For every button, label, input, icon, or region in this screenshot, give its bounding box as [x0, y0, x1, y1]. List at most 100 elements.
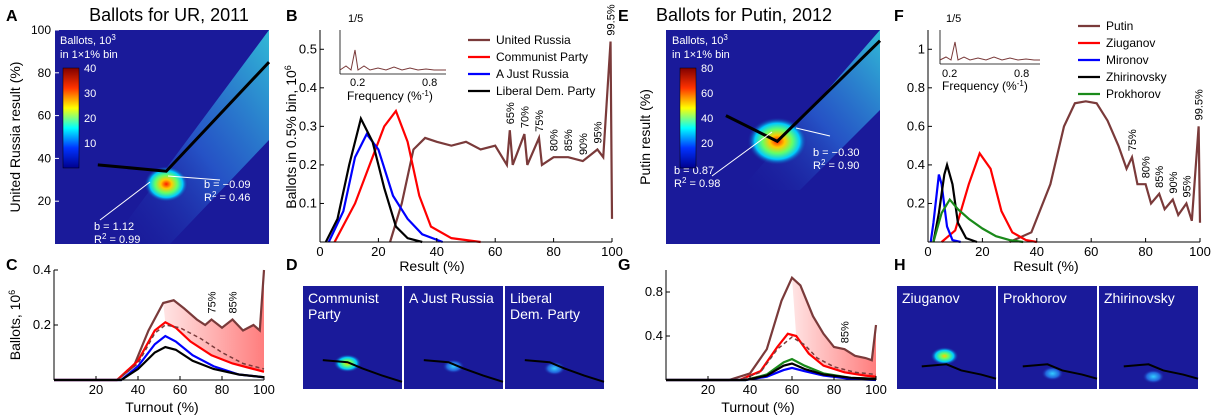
- legend-label: United Russia: [496, 33, 571, 47]
- tile-label-1: Liberal: [510, 290, 552, 306]
- tile-fit-line: [1123, 363, 1199, 380]
- y-tick-label-4: 0.8: [907, 80, 925, 95]
- panel-e-fit-pointer-left: [711, 131, 773, 177]
- x-tick-label-2: 40: [743, 382, 757, 397]
- legend-item-liberal-dem-party: Liberal Dem. Party: [468, 84, 595, 98]
- series-communist-party: [333, 108, 481, 244]
- panel-letters: A B C D E F G H: [6, 8, 906, 274]
- y-tick-label-5: 1: [918, 41, 925, 56]
- annotation-4: 90%: [1168, 171, 1180, 193]
- annotation-7: 95%: [592, 121, 604, 143]
- panel-g-plot: 20 40 60 80 100 0.4 0.8 85%: [645, 270, 887, 397]
- y-tick-label-2: 0.8: [645, 284, 663, 299]
- panel-a-fit-left-b: b = 1.12: [94, 221, 134, 233]
- y-tick-label-1: 20: [38, 194, 52, 208]
- panel-letter-h: H: [894, 257, 906, 274]
- annotation-1: 85%: [840, 321, 852, 343]
- panel-b-inset-spectrum: [339, 49, 446, 71]
- panel-letter-c: C: [6, 257, 18, 274]
- annotation-1: 75%: [207, 291, 219, 313]
- panel-b-inset-tick-1: 0.2: [350, 77, 365, 89]
- tile-label-1: Ziuganov: [902, 290, 960, 306]
- panel-letter-d: D: [286, 257, 298, 274]
- y-tick-label-1: 0.2: [33, 317, 51, 332]
- annotation-1: 65%: [505, 102, 517, 124]
- x-tick-label-4: 80: [827, 382, 841, 397]
- tile-fit-line: [322, 359, 403, 383]
- panel-letter-e: E: [618, 8, 629, 25]
- annotation-5: 85%: [563, 129, 575, 151]
- panel-b-y-label: Ballots in 0.5% bin, 106: [283, 65, 299, 209]
- panel-f-legend: Putin Ziuganov Mironov Zhirinovsky Prokhorov: [1078, 19, 1167, 101]
- tile-density-blob: [543, 361, 566, 376]
- legend-item-communist-party: Communist Party: [468, 50, 588, 64]
- legend-item-ziuganov: Ziuganov: [1078, 36, 1155, 50]
- panel-a-fit-pointer-left: [99, 181, 151, 221]
- annotation-8: 99.5%: [606, 4, 618, 35]
- panel-b-inset-label: 1/5: [348, 13, 363, 25]
- panel-e-title: Ballots for Putin, 2012: [656, 5, 832, 25]
- legend-item-putin: Putin: [1078, 19, 1133, 33]
- legend-label: Putin: [1106, 19, 1133, 33]
- series-ziuganov: [940, 150, 1037, 244]
- x-tick-label-6: 100: [601, 244, 623, 259]
- legend-label: Zhirinovsky: [1106, 70, 1167, 84]
- panel-e-fit-left-r2: R2 = 0.98: [674, 176, 720, 190]
- x-tick-label-5: 80: [546, 244, 560, 259]
- annotation-4: 80%: [549, 129, 561, 151]
- panel-e-fit-pointer-right: [795, 127, 831, 137]
- panel-a-fit-right-b: b = −0.09: [204, 179, 251, 191]
- legend-label: Prokhorov: [1106, 87, 1161, 101]
- annotation-6: 99.5%: [1194, 89, 1206, 120]
- panel-e-colorbar-label-1: Ballots, 103: [672, 33, 728, 47]
- annotation-2: 70%: [519, 106, 531, 128]
- panel-a-colorbar-label-1: Ballots, 103: [60, 33, 116, 47]
- x-tick-label-3: 40: [1030, 244, 1044, 259]
- series-dashed: [54, 324, 265, 381]
- x-tick-label-2: 20: [975, 244, 989, 259]
- panel-b-inset: 1/5 0.2 0.8 Frequency (%-1): [339, 13, 446, 103]
- tile-label-2: Party: [308, 306, 341, 322]
- panel-letter-a: A: [6, 8, 18, 25]
- y-tick-label-4: 0.4: [299, 80, 317, 95]
- y-tick-label-5: 100: [31, 23, 51, 37]
- legend-item-mironov: Mironov: [1078, 53, 1149, 67]
- panel-f-plot: 0 20 40 60 80 100 0.2 0.4 0.6 0.8 1 75%80% 85% 90% 95%…: [907, 30, 1211, 259]
- tile-prokhorov: Prokhorov: [998, 286, 1098, 389]
- tile-fit-line: [1022, 363, 1098, 380]
- annotation-6: 90%: [578, 133, 590, 155]
- y-tick-label-2: 0.2: [299, 157, 317, 172]
- colorbar-tick-4: 40: [84, 63, 96, 75]
- x-tick-label-4: 80: [215, 382, 229, 397]
- tile-density-blob: [1142, 369, 1165, 384]
- panel-e-fit-right-b: b = −0.30: [813, 147, 860, 159]
- panel-a: Ballots for UR, 2011 b = 1.12 R2 = 0.99 …: [7, 5, 271, 246]
- panel-c: 20 40 60 80 100 0.2 0.4 75% 85% Turnout (%) Ball…: [7, 262, 275, 415]
- colorbar-tick-3: 60: [701, 88, 713, 100]
- x-tick-label-1: 0: [924, 244, 931, 259]
- tile-density-blob: [930, 347, 959, 366]
- colorbar-tick-2: 20: [84, 113, 96, 125]
- x-tick-label-2: 40: [131, 382, 145, 397]
- panel-e-colorbar: [679, 67, 697, 169]
- series-liberal-dem-party: [54, 345, 265, 382]
- colorbar-tick-3: 30: [84, 88, 96, 100]
- series-communist-party: [54, 320, 265, 382]
- x-tick-label-4: 60: [488, 244, 502, 259]
- panel-letter-f: F: [894, 8, 904, 25]
- x-tick-label-6: 100: [1189, 244, 1211, 259]
- annotation-3: 85%: [1154, 166, 1166, 188]
- y-tick-label-1: 0.1: [299, 195, 317, 210]
- panel-a-fit-pointer-right: [167, 175, 221, 181]
- panel-g: 20 40 60 80 100 0.4 0.8 85% Turnout (%): [645, 270, 887, 415]
- tile-a-just-russia: A Just Russia: [404, 286, 504, 389]
- colorbar-tick-1: 20: [701, 138, 713, 150]
- series-mironov: [929, 174, 961, 244]
- y-tick-label-4: 80: [38, 66, 52, 80]
- legend-label: Mironov: [1106, 53, 1149, 67]
- fraud-area: [792, 277, 876, 377]
- legend-item-a-just-russia: A Just Russia: [468, 67, 569, 81]
